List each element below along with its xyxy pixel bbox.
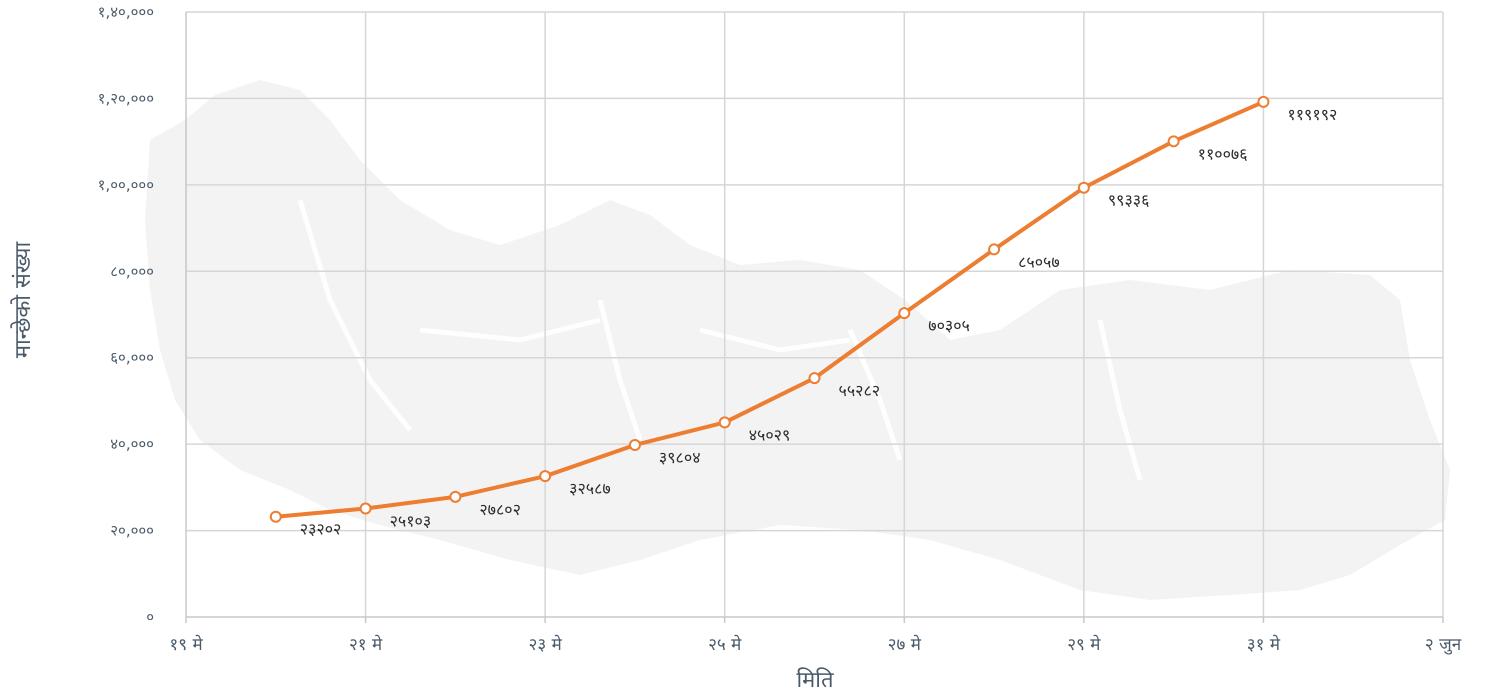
data-point [1077,181,1090,194]
background-map [145,80,1450,600]
data-point [449,490,462,503]
y-tick-label: १,००,००० [98,176,154,194]
y-tick-label: ८०,००० [110,262,154,280]
y-tick-label: ४०,००० [110,435,154,453]
data-point [1257,95,1270,108]
x-tick-label: २९ मे [1067,634,1101,655]
data-label: ११००७६ [1198,144,1248,163]
data-point [359,502,372,515]
data-label: २५१०३ [390,512,432,531]
data-point [628,438,641,451]
data-point [988,243,1001,256]
y-tick-label: ० [146,608,154,626]
data-label: ४५०२९ [749,425,791,444]
data-label: ७०३०५ [928,316,970,335]
x-tick-label: २५ मे [708,634,742,655]
y-tick-label: १,४०,००० [98,3,154,21]
x-tick-label: २७ मे [888,634,922,655]
axes [185,12,1444,623]
x-axis-title: मिति [796,667,834,693]
y-tick-label: १,२०,००० [98,89,154,107]
y-tick-labels: ० २०,००० ४०,००० ६०,००० ८०,००० १,००,००० १,२०,००… [98,3,154,626]
y-tick-label: २०,००० [110,522,154,540]
x-tick-label: २३ मे [529,634,563,655]
data-point [808,372,821,385]
data-point [898,307,911,320]
data-label: २३२०२ [300,520,342,539]
y-axis-title: मान्छेको संख्या [10,242,36,359]
series-line [273,99,1266,519]
x-tick-label: २१ मे [349,634,383,655]
data-points [269,95,1270,523]
data-label: ३९८०४ [659,448,701,467]
data-labels: २३२०२ २५१०३ २७८०२ ३२५८७ ३९८०४ ४५०२९ ५५२८२ ७०३०५… [300,105,1338,539]
data-point [269,510,282,523]
data-label: ११९१९२ [1287,105,1337,124]
data-label: ३२५८७ [569,479,611,498]
data-label: ८५०५७ [1018,252,1060,271]
data-point [1167,135,1180,148]
x-tick-label: १९ मे [169,634,203,655]
x-tick-labels: १९ मे २१ मे २३ मे २५ मे २७ मे २९ मे ३१ मे २ जुन [169,634,1461,655]
data-label: २७८०२ [479,500,521,519]
data-point [539,470,552,483]
data-label: ९९३३६ [1108,191,1150,210]
x-tick-label: २ जुन [1425,635,1462,655]
x-tick-label: ३१ मे [1247,634,1281,655]
data-point [718,416,731,429]
y-tick-label: ६०,००० [110,349,154,367]
data-label: ५५२८२ [839,381,881,400]
